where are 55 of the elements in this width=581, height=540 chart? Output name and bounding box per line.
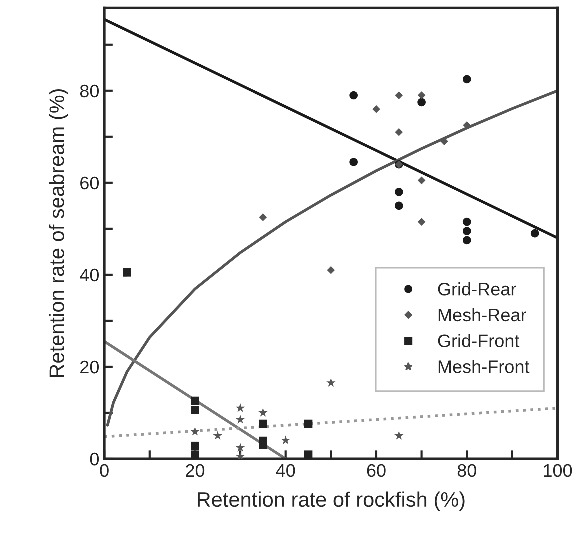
point bbox=[191, 406, 200, 414]
point bbox=[530, 229, 540, 238]
point bbox=[191, 442, 200, 450]
point bbox=[191, 450, 200, 459]
point bbox=[462, 75, 472, 84]
x-tick-label: 40 bbox=[276, 464, 296, 478]
point bbox=[462, 227, 472, 236]
point bbox=[418, 98, 426, 107]
point bbox=[236, 404, 246, 412]
point bbox=[395, 92, 404, 100]
y-axis-title: Retention rate of seabream (%) bbox=[49, 90, 69, 378]
x-axis-title: Retention rate of rockfish (%) bbox=[198, 492, 465, 512]
point bbox=[394, 202, 404, 210]
point bbox=[394, 431, 404, 440]
point bbox=[395, 128, 404, 136]
point bbox=[213, 431, 222, 440]
point bbox=[418, 218, 426, 226]
point bbox=[462, 218, 472, 226]
y-tick-label: 80 bbox=[80, 84, 100, 98]
y-tick-label: 0 bbox=[90, 452, 100, 466]
legend-label: Grid-Rear bbox=[438, 282, 516, 296]
x-tick-label: 80 bbox=[458, 464, 476, 478]
point bbox=[190, 426, 200, 436]
point bbox=[259, 420, 268, 428]
y-tick-label: 20 bbox=[80, 360, 100, 374]
y-tick-label: 60 bbox=[80, 176, 100, 190]
point bbox=[350, 158, 358, 166]
x-tick-label: 60 bbox=[367, 464, 386, 478]
point bbox=[418, 92, 426, 100]
line-series bbox=[106, 90, 558, 427]
point bbox=[418, 176, 426, 185]
point bbox=[462, 236, 472, 245]
point bbox=[394, 188, 404, 196]
x-tick-label: 0 bbox=[100, 464, 109, 478]
point bbox=[236, 452, 246, 459]
legend-label: Mesh-Front bbox=[438, 360, 530, 374]
point bbox=[123, 268, 132, 277]
x-tick-label: 20 bbox=[186, 464, 205, 478]
point bbox=[259, 214, 268, 222]
legend-label: Mesh-Rear bbox=[438, 308, 526, 322]
point bbox=[304, 450, 313, 459]
point bbox=[259, 441, 268, 450]
point bbox=[191, 396, 200, 406]
point bbox=[327, 266, 336, 274]
legend-label: Grid-Front bbox=[438, 334, 520, 348]
x-tick-label: 100 bbox=[544, 464, 572, 478]
point bbox=[350, 91, 358, 100]
y-tick-label: 40 bbox=[80, 268, 100, 282]
point bbox=[372, 105, 380, 114]
point bbox=[304, 420, 313, 428]
point bbox=[281, 436, 290, 445]
point bbox=[236, 443, 246, 452]
point bbox=[236, 415, 246, 424]
point bbox=[258, 408, 268, 417]
point bbox=[326, 378, 336, 388]
